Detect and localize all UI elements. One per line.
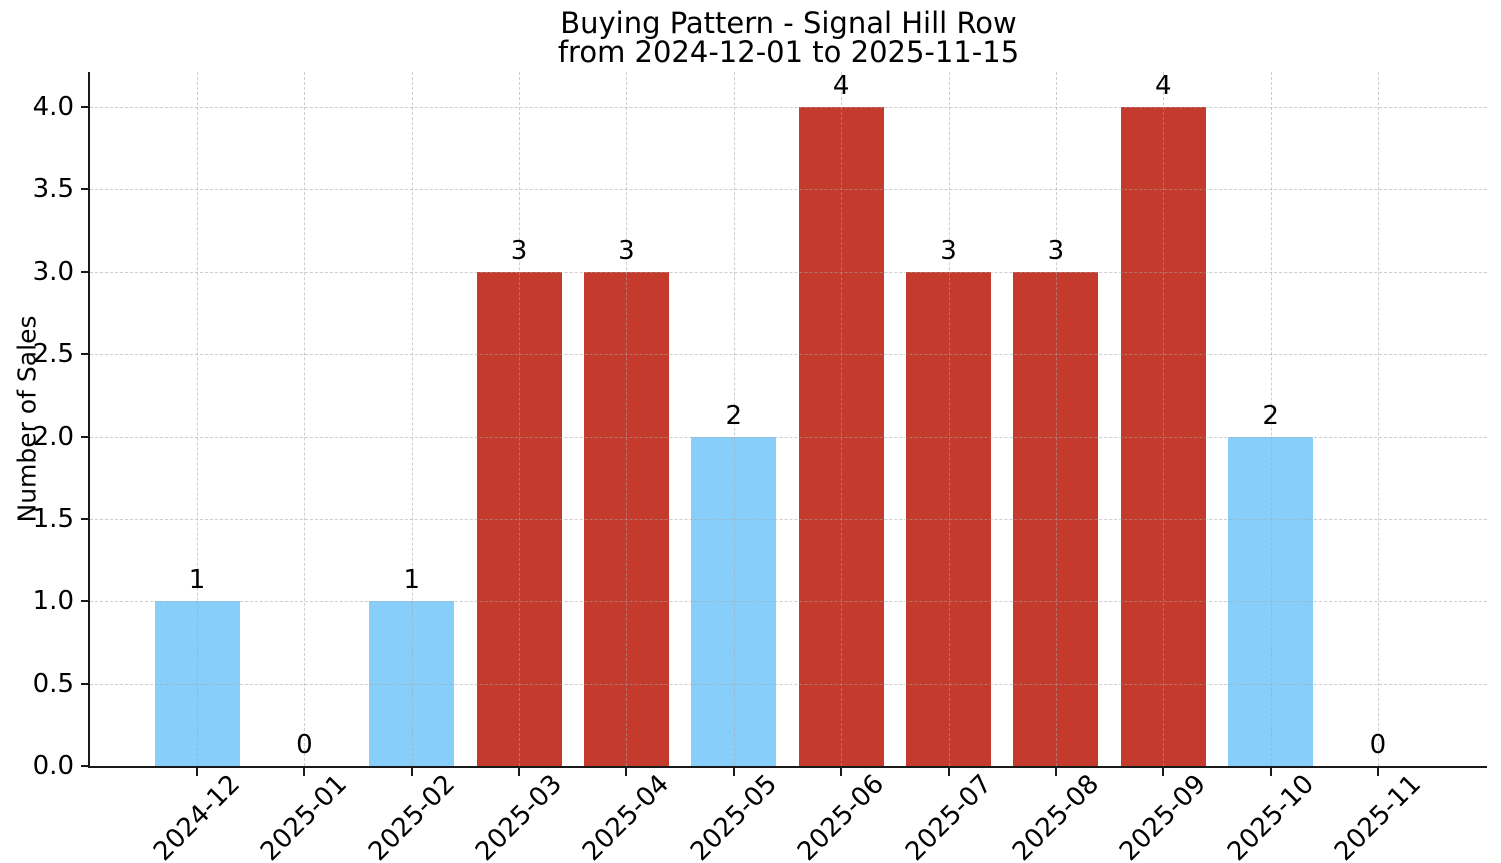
bar-value-label: 4 bbox=[832, 71, 850, 101]
x-tick-mark bbox=[196, 766, 198, 776]
gridline-h bbox=[90, 354, 1487, 356]
x-tick-mark bbox=[840, 766, 843, 776]
gridline-v bbox=[948, 72, 950, 766]
y-tick-mark bbox=[81, 270, 90, 273]
plot-area: 1 0 1 3 3 2 4 3 3 4 2 0 bbox=[90, 72, 1487, 766]
y-tick-mark bbox=[81, 106, 90, 108]
chart-subtitle: from 2024-12-01 to 2025-11-15 bbox=[557, 35, 1020, 69]
gridline-v bbox=[626, 72, 628, 766]
y-tick-label: 4.0 bbox=[32, 92, 74, 122]
y-tick-label: 3.5 bbox=[32, 174, 74, 205]
y-tick-label: 3.0 bbox=[32, 256, 74, 287]
bar-value-label: 1 bbox=[403, 565, 420, 596]
bar-value-label: 3 bbox=[618, 235, 635, 266]
x-tick-mark bbox=[947, 766, 950, 776]
gridline-v bbox=[197, 72, 198, 766]
x-tick-label: 2025-08 bbox=[1006, 768, 1105, 863]
bar-value-label: 3 bbox=[940, 235, 957, 266]
x-tick-label: 2025-02 bbox=[362, 768, 461, 863]
x-tick-mark bbox=[1269, 766, 1272, 776]
x-tick-mark bbox=[732, 766, 735, 776]
x-tick-label: 2025-04 bbox=[577, 768, 676, 863]
bar-value-label: 1 bbox=[188, 565, 206, 596]
gridline-v bbox=[304, 72, 306, 766]
x-tick-label: 2025-06 bbox=[792, 768, 891, 863]
x-tick-mark bbox=[1162, 766, 1165, 776]
x-tick-label: 2025-11 bbox=[1328, 768, 1427, 863]
gridline-v bbox=[1163, 72, 1165, 766]
x-tick-mark bbox=[518, 766, 521, 776]
y-tick-mark bbox=[81, 188, 90, 191]
gridline-v bbox=[841, 72, 843, 766]
y-tick-label: 2.5 bbox=[32, 339, 74, 370]
y-tick-mark bbox=[81, 353, 90, 356]
x-tick-label: 2025-10 bbox=[1221, 768, 1320, 863]
x-tick-label: 2025-01 bbox=[255, 768, 354, 863]
y-tick-label: 1.0 bbox=[32, 586, 74, 617]
gridline-h bbox=[90, 189, 1487, 191]
chart-title-block: Buying Pattern - Signal Hill Row from 20… bbox=[90, 9, 1487, 67]
y-axis-spine bbox=[88, 72, 90, 768]
x-tick-mark bbox=[410, 766, 413, 776]
y-tick-label: 2.0 bbox=[32, 421, 74, 452]
gridline-h bbox=[90, 683, 1487, 685]
y-tick-mark bbox=[81, 682, 90, 685]
bar-value-label: 3 bbox=[510, 235, 528, 266]
x-tick-label: 2025-03 bbox=[470, 768, 569, 863]
x-tick-label: 2025-07 bbox=[899, 768, 998, 863]
gridline-v bbox=[1270, 72, 1272, 766]
y-tick-mark bbox=[81, 765, 90, 767]
bar-value-label: 0 bbox=[1369, 730, 1387, 760]
y-tick-label: 0.0 bbox=[32, 751, 74, 781]
gridline-v bbox=[1377, 72, 1379, 766]
gridline-v bbox=[733, 72, 735, 766]
x-tick-mark bbox=[1054, 766, 1057, 776]
gridline-v bbox=[1055, 72, 1057, 766]
bar-value-label: 0 bbox=[296, 730, 313, 760]
x-tick-label: 2024-12 bbox=[147, 768, 247, 863]
gridline-v bbox=[519, 72, 521, 766]
x-tick-label: 2025-05 bbox=[684, 768, 783, 863]
y-tick-label: 1.5 bbox=[32, 503, 74, 534]
gridline-h bbox=[90, 436, 1487, 438]
y-tick-mark bbox=[81, 517, 90, 520]
x-axis-spine bbox=[88, 766, 1487, 768]
x-tick-label: 2025-09 bbox=[1114, 768, 1213, 863]
gridline-v bbox=[411, 72, 413, 766]
y-tick-label: 0.5 bbox=[32, 668, 74, 699]
bar-value-label: 2 bbox=[1262, 400, 1279, 431]
bar-value-label: 4 bbox=[1154, 71, 1172, 101]
gridline-h bbox=[90, 601, 1487, 603]
gridline-h bbox=[90, 271, 1487, 273]
gridline-h bbox=[90, 518, 1487, 520]
y-tick-mark bbox=[81, 600, 90, 603]
gridline-h bbox=[90, 107, 1487, 108]
x-tick-mark bbox=[1376, 766, 1379, 776]
x-tick-mark bbox=[303, 766, 306, 776]
y-tick-mark bbox=[81, 435, 90, 438]
bar-value-label: 2 bbox=[725, 400, 743, 431]
chart-title: Buying Pattern - Signal Hill Row bbox=[560, 6, 1017, 40]
bar-value-label: 3 bbox=[1047, 235, 1065, 266]
x-tick-mark bbox=[625, 766, 628, 776]
